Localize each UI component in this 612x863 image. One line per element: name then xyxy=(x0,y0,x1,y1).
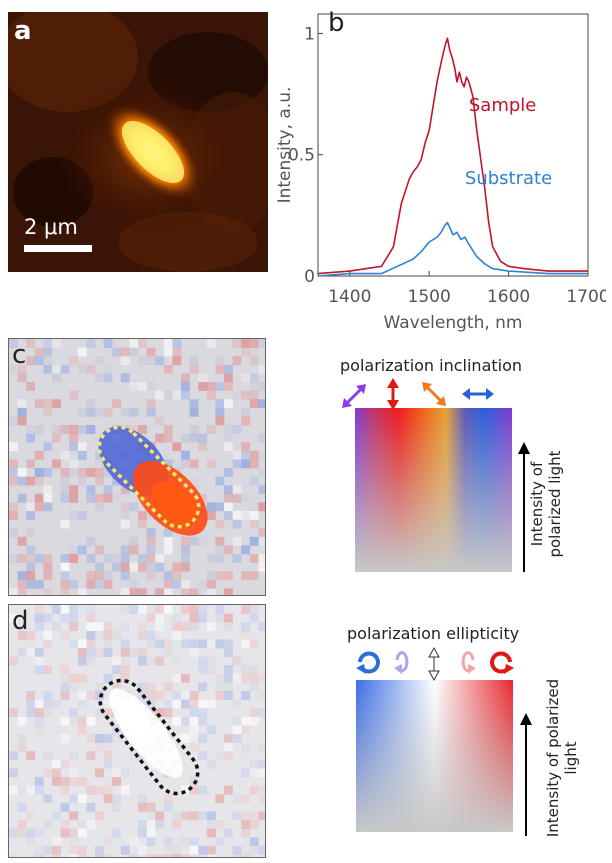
series-line-substrate xyxy=(317,221,588,277)
arrow-horizontal-icon xyxy=(462,388,494,400)
arrow-vertical-icon xyxy=(387,378,399,410)
intensity-axis-arrow-icon xyxy=(518,442,530,572)
colorbar-inclination: polarization inclination xyxy=(340,356,610,586)
panel-c: c xyxy=(8,338,276,606)
panel-b: 1400 1500 1600 1700 0 0.5 1 Wavelength, nm Inten… xyxy=(270,0,610,335)
nanorod-outline xyxy=(98,678,200,796)
x-tick-label: 1600 xyxy=(487,287,530,307)
plot-frame xyxy=(317,13,589,277)
elliptical-right-icon xyxy=(461,651,476,674)
arrow-diagonal-right-icon xyxy=(422,382,446,406)
elliptical-left-icon xyxy=(394,651,409,674)
colorbar-ylabel-ellipticity: Intensity of polarized light xyxy=(544,678,580,838)
series-label-substrate: Substrate xyxy=(465,168,552,189)
y-tick-label: 0.5 xyxy=(288,146,315,166)
series-label-sample: Sample xyxy=(469,95,536,116)
inclination-map-image xyxy=(8,338,276,606)
circular-right-strong-icon xyxy=(490,651,514,674)
intensity-axis-arrow-icon xyxy=(520,713,532,836)
panel-label-d: d xyxy=(12,606,29,636)
panel-label-c: c xyxy=(12,340,27,370)
linear-vertical-icon xyxy=(428,646,440,682)
y-tick-label: 0 xyxy=(304,267,315,287)
arrow-diagonal-left-icon xyxy=(342,384,366,408)
ellipticity-colorbar-graphic xyxy=(356,646,532,836)
scale-bar xyxy=(24,245,92,252)
spectrum-chart: 1400 1500 1600 1700 0 0.5 1 Wavelength, nm Inten… xyxy=(275,13,610,333)
x-tick-label: 1400 xyxy=(328,287,371,307)
colorbar-ellipticity: polarization ellipticity xyxy=(330,624,610,854)
nanorod-outline xyxy=(97,425,208,536)
panel-label-b: b xyxy=(328,8,345,38)
x-axis-label: Wavelength, nm xyxy=(384,313,523,333)
series-line-sample xyxy=(317,37,588,275)
inclination-colorbar-graphic xyxy=(342,378,530,572)
y-tick-label: 1 xyxy=(304,24,315,44)
colorbar-ylabel-inclination: Intensity of polarized light xyxy=(528,450,564,558)
colorbar-title-inclination: polarization inclination xyxy=(340,356,523,375)
x-tick-label: 1500 xyxy=(408,287,451,307)
colorbar-title-ellipticity: polarization ellipticity xyxy=(347,624,520,643)
panel-d: d xyxy=(8,604,276,863)
scale-bar-label: 2 μm xyxy=(24,215,78,239)
panel-a: 2 μm a xyxy=(0,2,283,272)
ellipticity-map-image xyxy=(8,604,276,863)
panel-label-a: a xyxy=(14,16,32,46)
y-axis-label: Intensity, a.u. xyxy=(275,87,295,204)
pl-map-image: 2 μm xyxy=(0,2,283,272)
circular-left-strong-icon xyxy=(356,651,380,674)
x-tick-label: 1700 xyxy=(566,287,606,307)
